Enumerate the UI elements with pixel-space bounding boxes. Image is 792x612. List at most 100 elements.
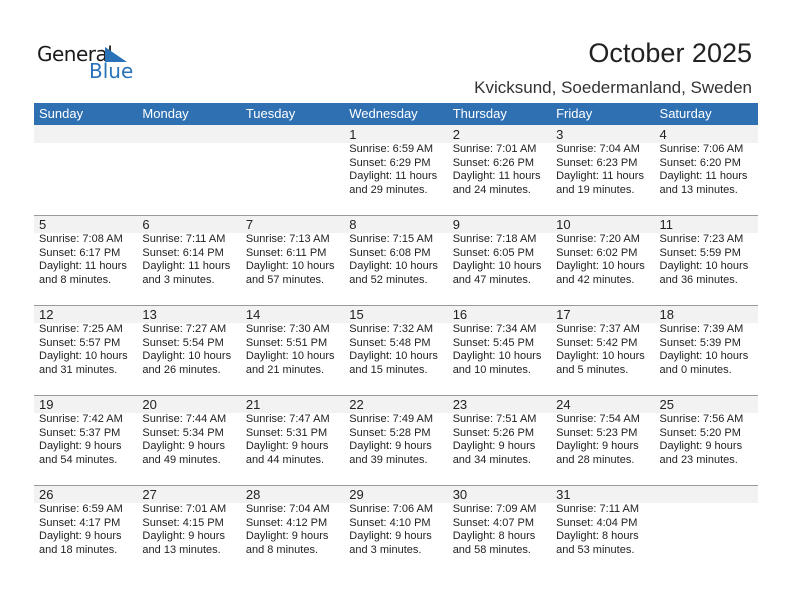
day-cell: 20 Sunrise: 7:44 AM Sunset: 5:34 PM Dayligh…	[137, 395, 240, 467]
day-number: 14	[245, 307, 261, 322]
week-row: 19 Sunrise: 7:42 AM Sunset: 5:37 PM Dayligh…	[34, 395, 758, 485]
weekday-saturday: Saturday	[659, 106, 712, 121]
sunrise-text: Sunrise: 7:49 AM	[349, 413, 434, 425]
daylight-minutes-text: and 8 minutes.	[245, 543, 318, 556]
weekday-friday: Friday	[556, 106, 593, 121]
day-cell: 17 Sunrise: 7:37 AM Sunset: 5:42 PM Dayligh…	[551, 305, 654, 377]
daylight-text: Daylight: 11 hours	[142, 260, 231, 272]
sunset-text: Sunset: 5:45 PM	[452, 336, 535, 349]
day-cell: 19 Sunrise: 7:42 AM Sunset: 5:37 PM Dayligh…	[34, 395, 137, 467]
sunset-text: Sunset: 5:26 PM	[452, 426, 535, 439]
daylight-text: Daylight: 11 hours	[452, 170, 541, 182]
day-number: 7	[245, 217, 254, 232]
sunrise-text: Sunrise: 6:59 AM	[39, 503, 123, 515]
day-cell: 25 Sunrise: 7:56 AM Sunset: 5:20 PM Dayligh…	[655, 395, 758, 467]
sunrise-text: Sunrise: 6:59 AM	[349, 143, 434, 155]
sunset-text: Sunset: 6:11 PM	[245, 246, 327, 259]
daylight-minutes-text: and 29 minutes.	[349, 183, 428, 196]
sunrise-text: Sunrise: 7:27 AM	[142, 323, 227, 335]
daylight-minutes-text: and 0 minutes.	[659, 363, 732, 376]
daylight-minutes-text: and 54 minutes.	[39, 453, 118, 466]
sunset-text: Sunset: 5:51 PM	[245, 336, 328, 349]
sunset-text: Sunset: 5:28 PM	[349, 426, 431, 439]
daylight-text: Daylight: 9 hours	[659, 440, 743, 452]
day-number: 11	[659, 217, 674, 232]
day-number: 23	[452, 397, 468, 412]
daylight-text: Daylight: 9 hours	[349, 440, 432, 452]
day-cell: 13 Sunrise: 7:27 AM Sunset: 5:54 PM Dayligh…	[137, 305, 240, 377]
day-number: 5	[39, 217, 47, 232]
daylight-text: Daylight: 9 hours	[142, 530, 225, 542]
empty-day-cell	[137, 125, 240, 197]
weekday-header: Sunday Monday Tuesday Wednesday Thursday…	[34, 103, 758, 125]
day-number-band	[34, 485, 758, 503]
daylight-minutes-text: and 39 minutes.	[349, 453, 428, 466]
day-cell: 2 Sunrise: 7:01 AM Sunset: 6:26 PM Daylight…	[448, 125, 551, 197]
sunrise-text: Sunrise: 7:15 AM	[349, 233, 434, 245]
daylight-minutes-text: and 19 minutes.	[556, 183, 635, 196]
page-title: October 2025	[588, 38, 752, 68]
daylight-text: Daylight: 9 hours	[349, 530, 432, 542]
day-number: 31	[556, 487, 571, 502]
daylight-minutes-text: and 58 minutes.	[452, 543, 531, 556]
daylight-text: Daylight: 9 hours	[39, 440, 122, 452]
logo-word-blue: Blue	[89, 59, 134, 83]
week-row: 5 Sunrise: 7:08 AM Sunset: 6:17 PM Daylight…	[34, 215, 758, 305]
day-number: 3	[556, 127, 564, 142]
week-cells: 26 Sunrise: 6:59 AM Sunset: 4:17 PM Dayligh…	[34, 485, 758, 557]
weeks: 1 Sunrise: 6:59 AM Sunset: 6:29 PM Daylight…	[34, 125, 758, 575]
daylight-minutes-text: and 44 minutes.	[245, 453, 325, 466]
day-number: 24	[556, 397, 571, 412]
sunset-text: Sunset: 6:08 PM	[349, 246, 431, 259]
daylight-text: Daylight: 10 hours	[452, 260, 542, 272]
sunrise-text: Sunrise: 7:11 AM	[556, 503, 640, 515]
daylight-minutes-text: and 3 minutes.	[349, 543, 422, 556]
day-number: 9	[452, 217, 460, 232]
day-number-band	[34, 395, 758, 413]
logo-word-general: General	[37, 42, 113, 66]
daylight-text: Daylight: 8 hours	[452, 530, 536, 542]
day-number: 2	[452, 127, 460, 142]
sunrise-text: Sunrise: 7:11 AM	[142, 233, 226, 245]
daylight-text: Daylight: 10 hours	[142, 350, 232, 362]
day-number: 22	[349, 397, 364, 412]
day-cell: 7 Sunrise: 7:13 AM Sunset: 6:11 PM Daylight…	[241, 215, 344, 287]
sunrise-text: Sunrise: 7:30 AM	[245, 323, 330, 335]
daylight-text: Daylight: 10 hours	[556, 350, 645, 362]
daylight-minutes-text: and 52 minutes.	[349, 273, 428, 286]
daylight-text: Daylight: 10 hours	[349, 350, 438, 362]
day-number: 4	[659, 127, 667, 142]
sunset-text: Sunset: 6:02 PM	[556, 246, 638, 259]
day-number: 12	[39, 307, 54, 322]
week-row: 12 Sunrise: 7:25 AM Sunset: 5:57 PM Dayligh…	[34, 305, 758, 395]
day-number: 30	[452, 487, 468, 502]
daylight-minutes-text: and 36 minutes.	[659, 273, 738, 286]
sunset-text: Sunset: 5:48 PM	[349, 336, 431, 349]
sunrise-text: Sunrise: 7:56 AM	[659, 413, 744, 425]
sunset-text: Sunset: 4:15 PM	[142, 516, 224, 529]
empty-day-cell	[655, 485, 758, 557]
daylight-text: Daylight: 11 hours	[659, 170, 748, 182]
day-cell: 4 Sunrise: 7:06 AM Sunset: 6:20 PM Daylight…	[655, 125, 758, 197]
week-cells: 5 Sunrise: 7:08 AM Sunset: 6:17 PM Daylight…	[34, 215, 758, 287]
daylight-text: Daylight: 9 hours	[452, 440, 536, 452]
weekday-sunday: Sunday	[39, 106, 84, 121]
day-number: 17	[556, 307, 571, 322]
day-cell: 29 Sunrise: 7:06 AM Sunset: 4:10 PM Dayligh…	[344, 485, 447, 557]
sunrise-text: Sunrise: 7:06 AM	[349, 503, 434, 515]
daylight-text: Daylight: 9 hours	[142, 440, 225, 452]
sunset-text: Sunset: 6:29 PM	[349, 156, 431, 169]
sunrise-text: Sunrise: 7:01 AM	[142, 503, 227, 515]
weekday-tuesday: Tuesday	[245, 106, 296, 121]
day-cell: 3 Sunrise: 7:04 AM Sunset: 6:23 PM Daylight…	[551, 125, 654, 197]
sunset-text: Sunset: 4:04 PM	[556, 516, 638, 529]
sunrise-text: Sunrise: 7:04 AM	[556, 143, 640, 155]
day-number: 16	[452, 307, 468, 322]
daylight-minutes-text: and 26 minutes.	[142, 363, 221, 376]
week-cells: 1 Sunrise: 6:59 AM Sunset: 6:29 PM Daylight…	[34, 125, 758, 197]
day-cell: 11 Sunrise: 7:23 AM Sunset: 5:59 PM Dayligh…	[655, 215, 758, 287]
daylight-minutes-text: and 8 minutes.	[39, 273, 112, 286]
daylight-minutes-text: and 49 minutes.	[142, 453, 221, 466]
day-number: 25	[659, 397, 674, 412]
sunset-text: Sunset: 5:20 PM	[659, 426, 741, 439]
